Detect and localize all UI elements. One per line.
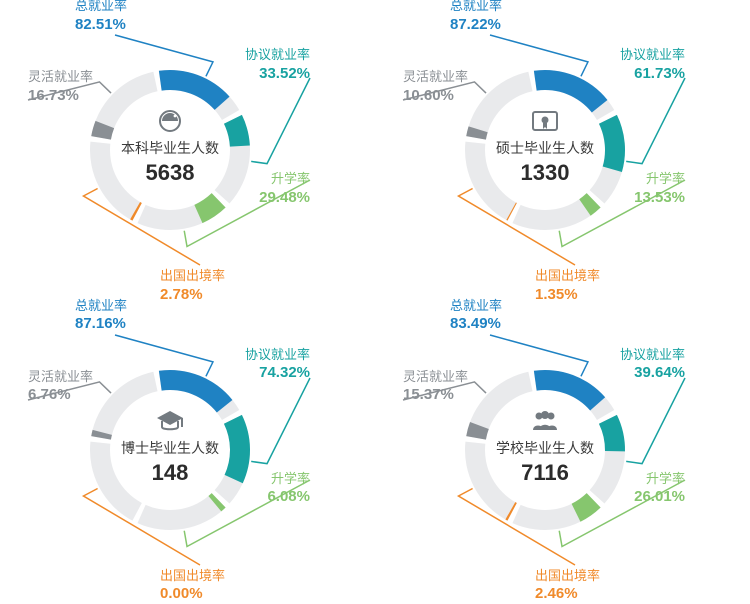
arc-contract — [599, 414, 625, 450]
arc-total — [159, 70, 230, 110]
metric-abroad-value: 2.46% — [535, 584, 645, 604]
metric-contract-name: 协议就业率 — [620, 46, 685, 64]
metric-further-label: 升学率26.01% — [634, 470, 685, 508]
leader-total — [490, 335, 588, 376]
panel-master: 硕士毕业生人数1330总就业率87.22%协议就业率61.73%升学率13.53… — [375, 0, 750, 300]
metric-abroad-label: 出国出境率2.46% — [535, 567, 645, 604]
arc-total — [534, 370, 605, 410]
metric-further-value: 29.48% — [259, 188, 310, 208]
metric-flexible-label: 灵活就业率16.73% — [28, 68, 93, 106]
metric-further-name: 升学率 — [267, 470, 310, 488]
metric-contract-value: 74.32% — [245, 363, 310, 383]
metric-abroad-value: 0.00% — [160, 584, 270, 604]
track-abroad — [465, 441, 517, 520]
metric-total-value: 83.49% — [450, 314, 560, 334]
metric-further-label: 升学率13.53% — [634, 170, 685, 208]
metric-contract-value: 61.73% — [620, 64, 685, 84]
metric-further-value: 6.08% — [267, 487, 310, 507]
panel-school: 学校毕业生人数7116总就业率83.49%协议就业率39.64%升学率26.01… — [375, 300, 750, 600]
graduation-cap-icon — [157, 411, 183, 429]
track-abroad — [465, 142, 517, 221]
metric-flexible-name: 灵活就业率 — [403, 368, 468, 386]
metric-abroad-name: 出国出境率 — [160, 567, 270, 585]
metric-further-name: 升学率 — [634, 170, 685, 188]
leader-contract — [251, 78, 310, 164]
metric-total-value: 82.51% — [75, 15, 185, 35]
head-icon — [160, 111, 180, 131]
leader-contract — [626, 78, 685, 164]
metric-further-name: 升学率 — [259, 170, 310, 188]
metric-further-name: 升学率 — [634, 470, 685, 488]
metric-contract-value: 33.52% — [245, 64, 310, 84]
leader-total — [490, 35, 588, 76]
metric-flexible-label: 灵活就业率6.76% — [28, 368, 93, 406]
metric-total-name: 总就业率 — [450, 297, 560, 315]
metric-total-label: 总就业率82.51% — [75, 0, 185, 35]
metric-flexible-value: 6.76% — [28, 385, 93, 405]
metric-further-label: 升学率6.08% — [267, 470, 310, 508]
leader-contract — [251, 378, 310, 464]
leader-contract — [626, 378, 685, 464]
metric-contract-label: 协议就业率39.64% — [620, 346, 685, 384]
metric-abroad-name: 出国出境率 — [535, 267, 645, 285]
metric-further-label: 升学率29.48% — [259, 170, 310, 208]
metric-further-value: 26.01% — [634, 487, 685, 507]
metric-total-name: 总就业率 — [450, 0, 560, 15]
metric-contract-value: 39.64% — [620, 363, 685, 383]
leader-total — [115, 35, 213, 76]
leader-total — [115, 335, 213, 376]
panel-phd: 博士毕业生人数148总就业率87.16%协议就业率74.32%升学率6.08%出… — [0, 300, 375, 600]
metric-flexible-value: 15.37% — [403, 385, 468, 405]
metric-flexible-name: 灵活就业率 — [403, 68, 468, 86]
panel-bachelor: 本科毕业生人数5638总就业率82.51%协议就业率33.52%升学率29.48… — [0, 0, 375, 300]
metric-contract-label: 协议就业率74.32% — [245, 346, 310, 384]
diploma-icon — [533, 112, 557, 130]
metric-abroad-name: 出国出境率 — [535, 567, 645, 585]
arc-contract — [224, 414, 250, 482]
metric-flexible-value: 16.73% — [28, 86, 93, 106]
metric-flexible-name: 灵活就业率 — [28, 68, 93, 86]
metric-abroad-label: 出国出境率0.00% — [160, 567, 270, 604]
metric-flexible-name: 灵活就业率 — [28, 368, 93, 386]
metric-abroad-name: 出国出境率 — [160, 267, 270, 285]
metric-contract-name: 协议就业率 — [245, 346, 310, 364]
metric-total-label: 总就业率87.22% — [450, 0, 560, 35]
metric-contract-label: 协议就业率33.52% — [245, 46, 310, 84]
track-flexible — [91, 371, 157, 439]
metric-flexible-label: 灵活就业率15.37% — [403, 368, 468, 406]
metric-contract-name: 协议就业率 — [245, 46, 310, 64]
metric-flexible-value: 10.60% — [403, 86, 468, 106]
metric-total-label: 总就业率83.49% — [450, 297, 560, 335]
people-icon — [533, 411, 557, 430]
metric-contract-label: 协议就业率61.73% — [620, 46, 685, 84]
metric-total-name: 总就业率 — [75, 297, 185, 315]
arc-contract — [599, 115, 625, 172]
track-abroad — [90, 142, 142, 221]
metric-total-value: 87.16% — [75, 314, 185, 334]
metric-total-label: 总就业率87.16% — [75, 297, 185, 335]
arc-contract — [224, 115, 250, 147]
metric-flexible-label: 灵活就业率10.60% — [403, 68, 468, 106]
arc-total — [534, 70, 608, 112]
arc-total — [159, 370, 233, 412]
metric-total-value: 87.22% — [450, 15, 560, 35]
metric-further-value: 13.53% — [634, 188, 685, 208]
metric-total-name: 总就业率 — [75, 0, 185, 15]
metric-contract-name: 协议就业率 — [620, 346, 685, 364]
track-abroad — [90, 441, 142, 520]
